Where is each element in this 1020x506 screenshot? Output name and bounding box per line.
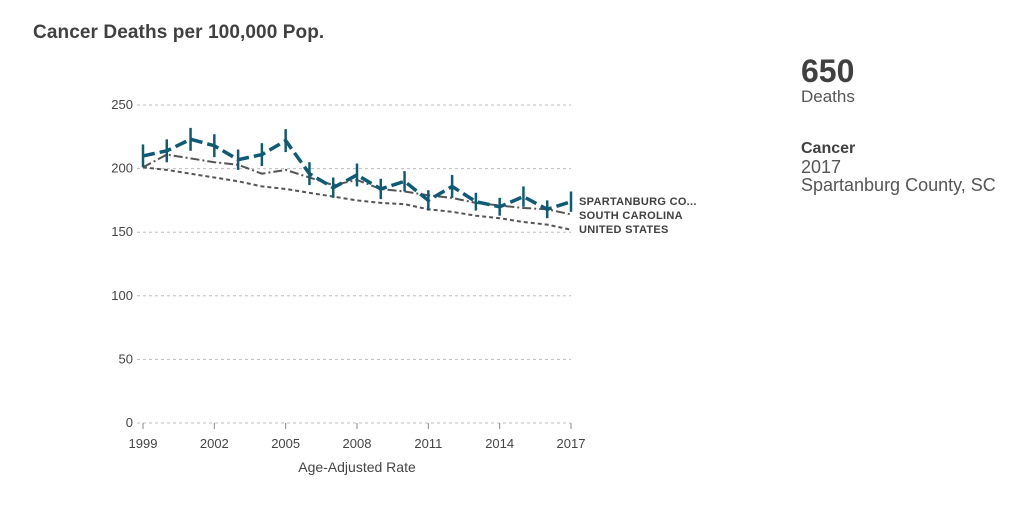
y-tick-label: 100	[111, 288, 133, 303]
series-lines	[141, 127, 573, 231]
series-label: SPARTANBURG CO...	[579, 196, 697, 208]
y-tick-label: 200	[111, 161, 133, 176]
x-tick-label: 2014	[485, 436, 514, 451]
series-line-united-states	[142, 166, 572, 231]
x-tick-label: 2008	[343, 436, 372, 451]
x-axis-title: Age-Adjusted Rate	[298, 459, 416, 475]
y-tick-label: 0	[126, 415, 133, 430]
y-axis-ticks: 0 50 100 150 200 250	[111, 97, 133, 430]
place-label: Spartanburg County, SC	[801, 175, 996, 195]
y-tick-label: 250	[111, 97, 133, 112]
x-tick-label: 2005	[271, 436, 300, 451]
y-tick-label: 50	[119, 351, 133, 366]
death-count-unit: Deaths	[801, 87, 855, 106]
year-label: 2017	[801, 157, 842, 177]
x-tick-label: 2011	[414, 436, 442, 451]
series-label: UNITED STATES	[579, 224, 669, 236]
y-tick-label: 150	[111, 224, 133, 239]
x-axis: 1999 2002 2005 2008 2011 2014 2017	[129, 423, 586, 451]
summary-panel: 650 Deaths Cancer 2017 Spartanburg Count…	[801, 54, 1011, 194]
page-title: Cancer Deaths per 100,000 Pop.	[33, 22, 325, 43]
x-tick-label: 2017	[557, 436, 586, 451]
x-tick-label: 2002	[200, 436, 229, 451]
x-tick-label: 1999	[129, 436, 158, 451]
death-count: 650	[801, 53, 855, 89]
series-label: SOUTH CAROLINA	[579, 210, 683, 222]
cause-label: Cancer	[801, 140, 856, 157]
grid-lines	[137, 104, 571, 424]
series-labels: SPARTANBURG CO... SOUTH CAROLINA UNITED ST…	[579, 196, 697, 236]
